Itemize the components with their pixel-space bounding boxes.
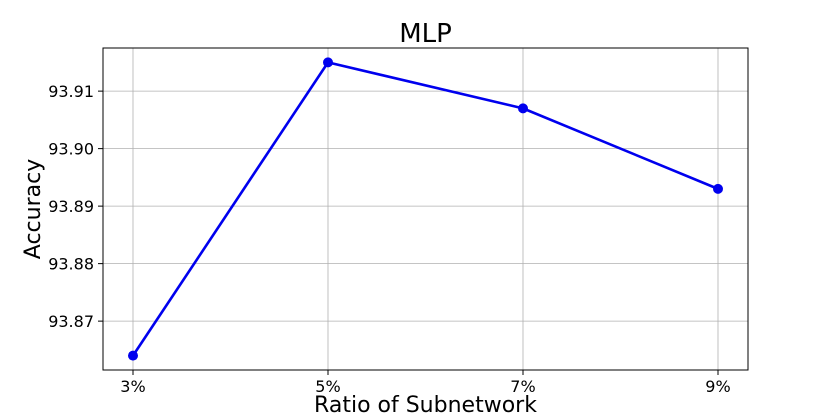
y-axis-label: Accuracy <box>21 159 46 259</box>
y-tick-label: 93.87 <box>48 312 94 331</box>
x-axis: 3% 5% 7% 9% <box>120 370 731 396</box>
data-point <box>518 103 528 114</box>
chart-title: MLP <box>399 19 452 49</box>
x-tick-label: 7% <box>510 377 535 396</box>
data-point <box>128 350 138 361</box>
x-axis-label: Ratio of Subnetwork <box>314 393 537 415</box>
series-line <box>131 61 719 357</box>
grid-lines <box>103 48 748 370</box>
x-tick-label: 5% <box>315 377 340 396</box>
series-group <box>128 57 723 361</box>
x-tick-label: 9% <box>705 377 730 396</box>
x-tick-label: 3% <box>120 377 145 396</box>
y-tick-label: 93.91 <box>48 82 94 101</box>
y-tick-label: 93.90 <box>48 140 94 159</box>
data-point <box>323 57 333 68</box>
data-point <box>713 183 723 194</box>
y-axis: 93.87 93.88 93.89 93.90 93.91 <box>48 82 103 331</box>
y-tick-label: 93.88 <box>48 255 94 274</box>
plot-frame <box>102 47 749 371</box>
y-tick-label: 93.89 <box>48 197 94 216</box>
